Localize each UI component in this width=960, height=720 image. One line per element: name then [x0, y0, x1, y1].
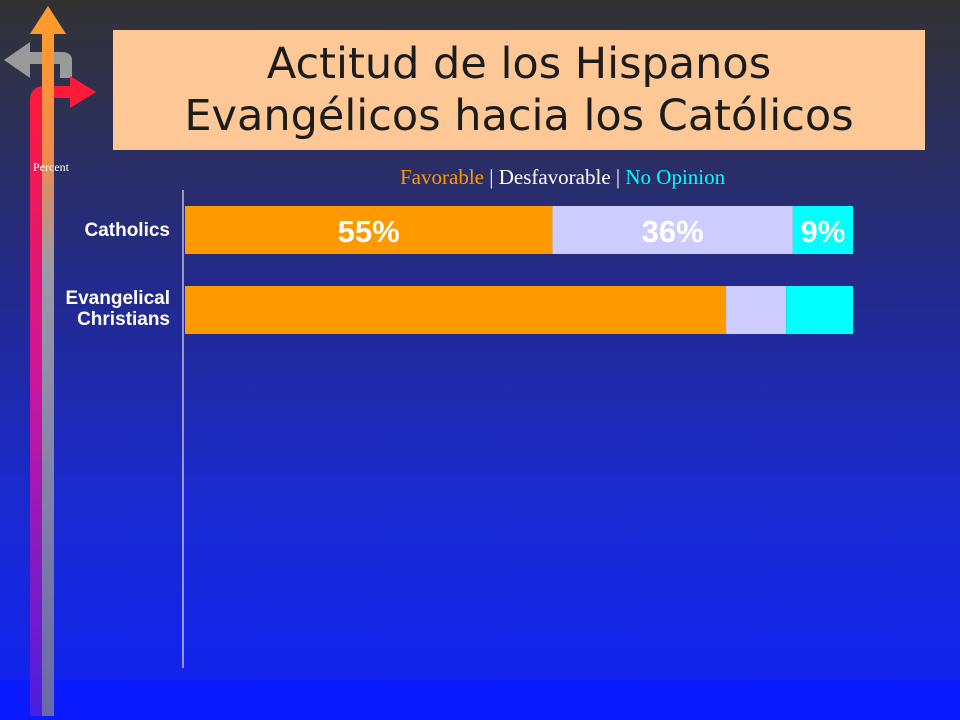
- bar-value-label: 55%: [338, 214, 400, 249]
- bar-segment: [792, 206, 853, 254]
- legend-separator: |: [489, 165, 494, 189]
- category-label: Catholics: [84, 220, 170, 241]
- bottom-band: [0, 680, 960, 720]
- category-label: Evangelical Christians: [65, 288, 170, 330]
- orange-arrow: [30, 6, 66, 716]
- title-banner: Actitud de los Hispanos Evangélicos haci…: [113, 30, 925, 150]
- bar-value-label: 9%: [801, 214, 846, 249]
- axis-label-percent: Percent: [33, 160, 69, 174]
- bar-value-label: 36%: [642, 214, 704, 249]
- legend-no-opinion: No Opinion: [625, 165, 726, 189]
- legend-favorable: Favorable: [400, 165, 484, 189]
- gray-arrow: [4, 42, 72, 78]
- title-line-1: Actitud de los Hispanos: [266, 39, 772, 89]
- bar-segment: [726, 286, 787, 334]
- title-line-2: Evangélicos hacia los Católicos: [184, 91, 854, 141]
- legend-desfavorable: Desfavorable: [498, 165, 611, 189]
- decorative-arrows: [4, 6, 96, 716]
- bar-segment: [552, 206, 793, 254]
- bar-segment: [185, 206, 553, 254]
- bar-segment: [786, 286, 853, 334]
- chart-legend: Favorable | Desfavorable | No Opinion: [400, 165, 725, 190]
- legend-separator: |: [615, 165, 621, 189]
- bar-segment: [185, 286, 727, 334]
